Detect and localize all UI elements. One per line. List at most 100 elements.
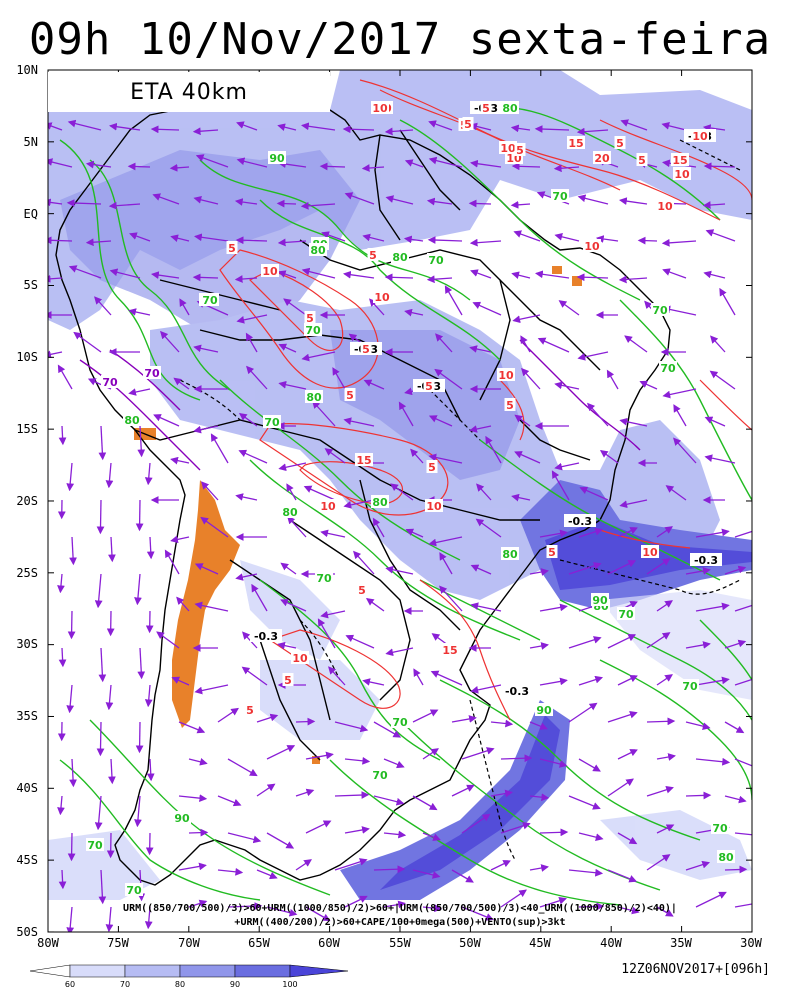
wind-arrow (234, 275, 258, 283)
wind-arrow (695, 676, 730, 686)
wind-arrow (551, 470, 570, 501)
contour-label: 5 (282, 673, 294, 687)
contour-label: 5 (356, 583, 368, 597)
contour-label: 5 (462, 117, 474, 131)
lon-tick: 80W (37, 936, 59, 950)
wind-arrow (535, 270, 570, 279)
wind-arrow (577, 351, 609, 361)
wind-arrow (620, 119, 648, 131)
wind-arrow (617, 527, 639, 538)
wind-arrow (171, 676, 190, 686)
wind-arrow (66, 684, 75, 714)
wind-arrow (685, 791, 712, 800)
wind-arrow (619, 417, 648, 427)
wind-arrow (529, 642, 549, 650)
wind-arrow (624, 335, 648, 353)
wind-arrow (192, 127, 219, 136)
wind-arrow (500, 889, 527, 908)
wind-arrow (342, 125, 375, 134)
svg-text:5: 5 (616, 137, 624, 150)
wind-arrow (321, 231, 346, 242)
wind-arrow (469, 425, 492, 433)
contour-label: 15 (441, 643, 459, 657)
wind-arrow (428, 536, 463, 547)
wind-arrow (695, 528, 730, 538)
contour-label: 70 (711, 821, 729, 835)
contour-label: 5 (423, 379, 435, 393)
wind-arrow (607, 634, 637, 649)
wind-arrow (108, 536, 116, 563)
wind-arrow (57, 795, 65, 816)
lon-tick: 55W (389, 936, 411, 950)
svg-text:10: 10 (292, 652, 308, 665)
contour-label: -0.3 (564, 514, 596, 528)
wind-arrow (734, 758, 752, 767)
wind-arrow (146, 758, 155, 782)
svg-text:80: 80 (306, 391, 322, 404)
contour-label: 80 (371, 495, 389, 509)
svg-text:90: 90 (174, 812, 190, 825)
wind-arrow (724, 721, 745, 734)
wind-arrow (685, 567, 711, 575)
wind-arrow (577, 194, 609, 205)
svg-text:5: 5 (346, 389, 354, 402)
contour-label: 70 (263, 415, 281, 429)
contour-label: 10 (641, 545, 659, 559)
lon-tick: 45W (529, 936, 551, 950)
wind-arrow (617, 675, 639, 686)
wind-arrow (194, 563, 219, 575)
wind-arrow (439, 552, 453, 575)
svg-text:5: 5 (428, 461, 436, 474)
wind-arrow (703, 270, 726, 279)
wind-arrow (539, 677, 568, 686)
wind-arrow (734, 604, 752, 612)
wind-arrow (470, 684, 502, 694)
wind-arrow (94, 795, 103, 831)
contour-label: 80 (309, 243, 327, 257)
wind-arrow (135, 721, 144, 754)
wind-arrow (703, 162, 736, 171)
wind-arrow (69, 536, 77, 566)
wind-arrow (617, 832, 638, 845)
wind-arrow (137, 647, 146, 680)
wind-arrow (195, 154, 229, 168)
lon-tick: 40W (600, 936, 622, 950)
wind-arrow (412, 795, 438, 811)
wind-arrow (343, 417, 375, 427)
svg-text:5: 5 (548, 546, 556, 559)
wind-arrow (256, 869, 278, 880)
svg-text:10: 10 (500, 142, 516, 155)
wind-arrow (618, 275, 648, 284)
wind-arrow (201, 481, 219, 501)
wind-arrow (73, 331, 102, 353)
contour-label: 10 (373, 290, 391, 304)
wind-arrow (109, 122, 141, 131)
wind-arrow (48, 198, 63, 207)
lat-tick: EQ (23, 207, 38, 221)
svg-text:70: 70 (660, 362, 676, 375)
wind-arrow (152, 193, 180, 205)
wind-arrow (217, 707, 239, 723)
contour-label: 10 (499, 141, 517, 155)
wind-arrow (66, 462, 75, 492)
wind-arrow (105, 462, 114, 489)
wind-arrow (48, 158, 73, 168)
contour-label: 5 (226, 241, 238, 255)
wind-arrow (578, 758, 601, 772)
wind-arrow (537, 337, 570, 353)
wind-arrow (129, 232, 151, 242)
wind-arrow (334, 721, 369, 733)
contour-label: 80 (305, 390, 323, 404)
wind-arrow (426, 275, 453, 284)
colorbar-swatch (124, 964, 181, 978)
lat-tick: 45S (16, 853, 38, 867)
svg-text:10: 10 (674, 168, 690, 181)
wind-arrow (66, 906, 75, 932)
wind-arrow (192, 273, 219, 282)
wind-arrow (372, 517, 385, 538)
wind-arrow (373, 865, 406, 874)
wind-arrow (256, 783, 276, 797)
wind-arrow (539, 603, 568, 612)
svg-text:10: 10 (262, 265, 278, 278)
wind-arrow (193, 195, 219, 205)
